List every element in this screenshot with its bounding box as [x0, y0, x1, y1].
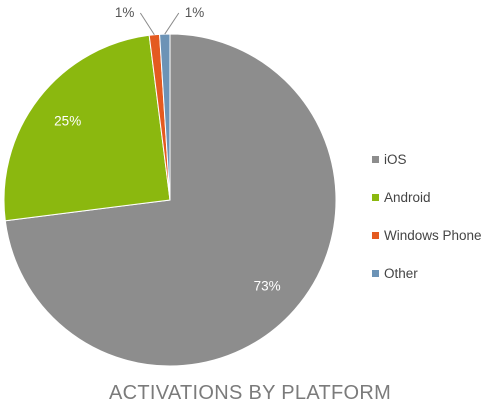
legend-label-windows-phone: Windows Phone	[384, 228, 482, 243]
legend-swatch-android	[372, 194, 379, 201]
leader-line-other	[164, 12, 180, 35]
data-label-android: 25%	[54, 114, 81, 129]
data-label-ios: 73%	[254, 279, 281, 294]
legend-swatch-ios	[372, 156, 379, 163]
data-label-windows-phone: 1%	[115, 5, 135, 20]
legend-item-ios: iOS	[372, 150, 482, 169]
chart-title: ACTIVATIONS BY PLATFORM	[108, 382, 392, 404]
legend-label-other: Other	[384, 266, 418, 281]
legend-item-android: Android	[372, 188, 482, 207]
legend-swatch-other	[372, 270, 379, 277]
legend-item-windows-phone: Windows Phone	[372, 226, 482, 245]
legend-swatch-windows-phone	[372, 232, 379, 239]
legend-label-android: Android	[384, 190, 431, 205]
data-label-other: 1%	[185, 5, 205, 20]
legend-label-ios: iOS	[384, 152, 407, 167]
pie-slice-ios	[4, 33, 337, 367]
pie-slice-android	[3, 34, 171, 222]
legend-item-other: Other	[372, 264, 482, 283]
legend: iOS Android Windows Phone Other	[372, 150, 482, 302]
leader-line-windows-phone	[139, 12, 155, 36]
